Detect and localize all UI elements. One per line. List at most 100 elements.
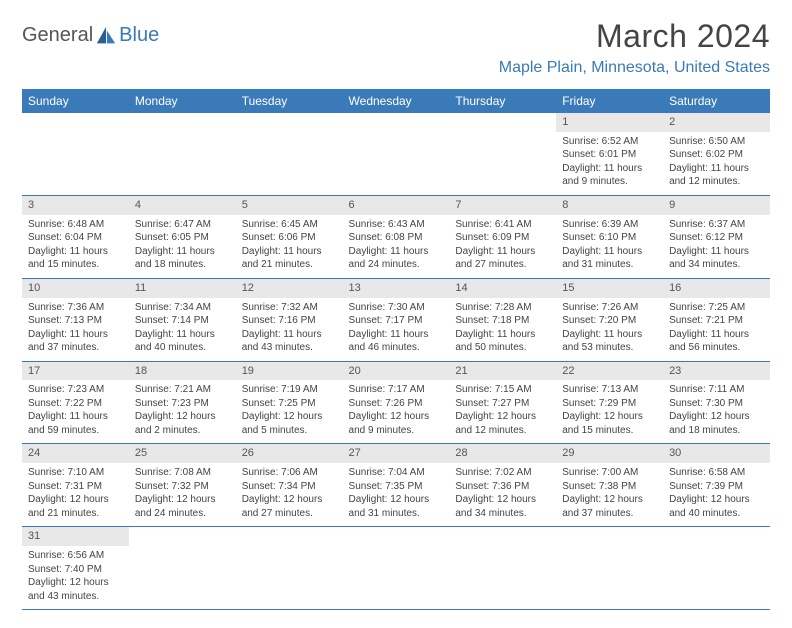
sunset-text: Sunset: 6:06 PM	[242, 231, 337, 245]
day-cell: Sunrise: 7:04 AMSunset: 7:35 PMDaylight:…	[343, 463, 450, 527]
day-number: 16	[663, 278, 770, 297]
location: Maple Plain, Minnesota, United States	[499, 59, 770, 77]
day-cell: Sunrise: 7:34 AMSunset: 7:14 PMDaylight:…	[129, 298, 236, 362]
daylight-text: Daylight: 11 hours and 18 minutes.	[135, 245, 230, 272]
day-cell: Sunrise: 6:45 AMSunset: 6:06 PMDaylight:…	[236, 215, 343, 279]
day-number	[556, 527, 663, 546]
sunset-text: Sunset: 6:08 PM	[349, 231, 444, 245]
daynum-row: 31	[22, 527, 770, 546]
daynum-row: 10111213141516	[22, 278, 770, 297]
sunrise-text: Sunrise: 7:11 AM	[669, 383, 764, 397]
day-number: 21	[449, 361, 556, 380]
daylight-text: Daylight: 12 hours and 24 minutes.	[135, 493, 230, 520]
sunset-text: Sunset: 7:34 PM	[242, 480, 337, 494]
sunrise-text: Sunrise: 6:43 AM	[349, 218, 444, 232]
sunset-text: Sunset: 7:16 PM	[242, 314, 337, 328]
daylight-text: Daylight: 12 hours and 9 minutes.	[349, 410, 444, 437]
sunrise-text: Sunrise: 6:50 AM	[669, 135, 764, 149]
sunset-text: Sunset: 6:12 PM	[669, 231, 764, 245]
weekday-header: Thursday	[449, 89, 556, 113]
sunset-text: Sunset: 7:25 PM	[242, 397, 337, 411]
daynum-row: 12	[22, 113, 770, 132]
day-cell: Sunrise: 6:50 AMSunset: 6:02 PMDaylight:…	[663, 132, 770, 196]
daylight-text: Daylight: 11 hours and 56 minutes.	[669, 328, 764, 355]
day-number	[343, 113, 450, 132]
sunset-text: Sunset: 6:01 PM	[562, 148, 657, 162]
sunrise-text: Sunrise: 7:10 AM	[28, 466, 123, 480]
day-number: 13	[343, 278, 450, 297]
sunset-text: Sunset: 7:35 PM	[349, 480, 444, 494]
daylight-text: Daylight: 11 hours and 12 minutes.	[669, 162, 764, 189]
day-cell	[343, 546, 450, 610]
sunrise-text: Sunrise: 6:52 AM	[562, 135, 657, 149]
sunrise-text: Sunrise: 6:45 AM	[242, 218, 337, 232]
day-number: 26	[236, 444, 343, 463]
content-row: Sunrise: 7:23 AMSunset: 7:22 PMDaylight:…	[22, 380, 770, 444]
sunset-text: Sunset: 7:29 PM	[562, 397, 657, 411]
content-row: Sunrise: 6:52 AMSunset: 6:01 PM Daylight:…	[22, 132, 770, 196]
day-cell: Sunrise: 7:15 AMSunset: 7:27 PMDaylight:…	[449, 380, 556, 444]
calendar-body: 12 Sunrise: 6:52 AMSunset: 6:01 PM Dayligh…	[22, 113, 770, 610]
day-number	[449, 527, 556, 546]
day-cell: Sunrise: 7:23 AMSunset: 7:22 PMDaylight:…	[22, 380, 129, 444]
day-cell: Sunrise: 7:17 AMSunset: 7:26 PMDaylight:…	[343, 380, 450, 444]
sunset-text: Sunset: 6:02 PM	[669, 148, 764, 162]
sunset-text: Sunset: 7:38 PM	[562, 480, 657, 494]
brand-name-1: General	[22, 24, 93, 47]
day-number: 5	[236, 195, 343, 214]
sunset-text: Sunset: 7:27 PM	[455, 397, 550, 411]
sunrise-text: Sunrise: 7:36 AM	[28, 301, 123, 315]
sunrise-text: Sunrise: 7:15 AM	[455, 383, 550, 397]
sunrise-text: Sunrise: 7:30 AM	[349, 301, 444, 315]
day-cell: Sunrise: 7:36 AMSunset: 7:13 PMDaylight:…	[22, 298, 129, 362]
day-number	[236, 527, 343, 546]
day-number: 31	[22, 527, 129, 546]
weekday-header: Saturday	[663, 89, 770, 113]
content-row: Sunrise: 7:36 AMSunset: 7:13 PM Daylight:…	[22, 298, 770, 362]
day-cell: Sunrise: 7:11 AMSunset: 7:30 PMDaylight:…	[663, 380, 770, 444]
day-number: 1	[556, 113, 663, 132]
day-cell: Sunrise: 7:06 AMSunset: 7:34 PMDaylight:…	[236, 463, 343, 527]
day-cell: Sunrise: 6:58 AMSunset: 7:39 PMDaylight:…	[663, 463, 770, 527]
daylight-text: Daylight: 11 hours and 21 minutes.	[242, 245, 337, 272]
day-number: 3	[22, 195, 129, 214]
day-number: 22	[556, 361, 663, 380]
day-cell: Sunrise: 6:47 AMSunset: 6:05 PMDaylight:…	[129, 215, 236, 279]
day-number: 25	[129, 444, 236, 463]
day-cell: Sunrise: 7:26 AMSunset: 7:20 PMDaylight:…	[556, 298, 663, 362]
sunrise-text: Sunrise: 7:19 AM	[242, 383, 337, 397]
sunrise-text: Sunrise: 7:04 AM	[349, 466, 444, 480]
day-number: 17	[22, 361, 129, 380]
daylight-text: Daylight: 11 hours and 59 minutes.	[28, 410, 123, 437]
content-row: Sunrise: 6:56 AMSunset: 7:40 PMDaylight:…	[22, 546, 770, 610]
day-cell: Sunrise: 6:48 AMSunset: 6:04 PMDaylight:…	[22, 215, 129, 279]
day-cell: Sunrise: 7:25 AMSunset: 7:21 PMDaylight:…	[663, 298, 770, 362]
sunset-text: Sunset: 7:23 PM	[135, 397, 230, 411]
sunrise-text: Sunrise: 7:32 AM	[242, 301, 337, 315]
sunset-text: Sunset: 7:22 PM	[28, 397, 123, 411]
sunrise-text: Sunrise: 6:47 AM	[135, 218, 230, 232]
day-cell	[343, 132, 450, 196]
sunset-text: Sunset: 6:04 PM	[28, 231, 123, 245]
day-number: 19	[236, 361, 343, 380]
day-cell: Sunrise: 7:30 AMSunset: 7:17 PMDaylight:…	[343, 298, 450, 362]
day-number: 7	[449, 195, 556, 214]
daynum-row: 24252627282930	[22, 444, 770, 463]
sunset-text: Sunset: 7:39 PM	[669, 480, 764, 494]
day-cell: Sunrise: 7:10 AMSunset: 7:31 PMDaylight:…	[22, 463, 129, 527]
daylight-text: Daylight: 12 hours and 34 minutes.	[455, 493, 550, 520]
day-cell	[449, 132, 556, 196]
daylight-text: Daylight: 12 hours and 37 minutes.	[562, 493, 657, 520]
daynum-row: 17181920212223	[22, 361, 770, 380]
sunrise-text: Sunrise: 7:00 AM	[562, 466, 657, 480]
sunset-text: Sunset: 6:10 PM	[562, 231, 657, 245]
day-number: 8	[556, 195, 663, 214]
day-number: 10	[22, 278, 129, 297]
month-title: March 2024	[499, 18, 770, 55]
day-cell: Sunrise: 6:41 AMSunset: 6:09 PMDaylight:…	[449, 215, 556, 279]
daylight-text: Daylight: 11 hours and 34 minutes.	[669, 245, 764, 272]
day-number: 27	[343, 444, 450, 463]
sunset-text: Sunset: 7:13 PM	[28, 314, 123, 328]
day-cell: Sunrise: 7:21 AMSunset: 7:23 PMDaylight:…	[129, 380, 236, 444]
day-number	[236, 113, 343, 132]
